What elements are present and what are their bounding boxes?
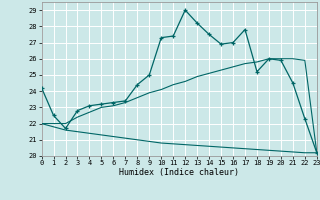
X-axis label: Humidex (Indice chaleur): Humidex (Indice chaleur) bbox=[119, 168, 239, 177]
